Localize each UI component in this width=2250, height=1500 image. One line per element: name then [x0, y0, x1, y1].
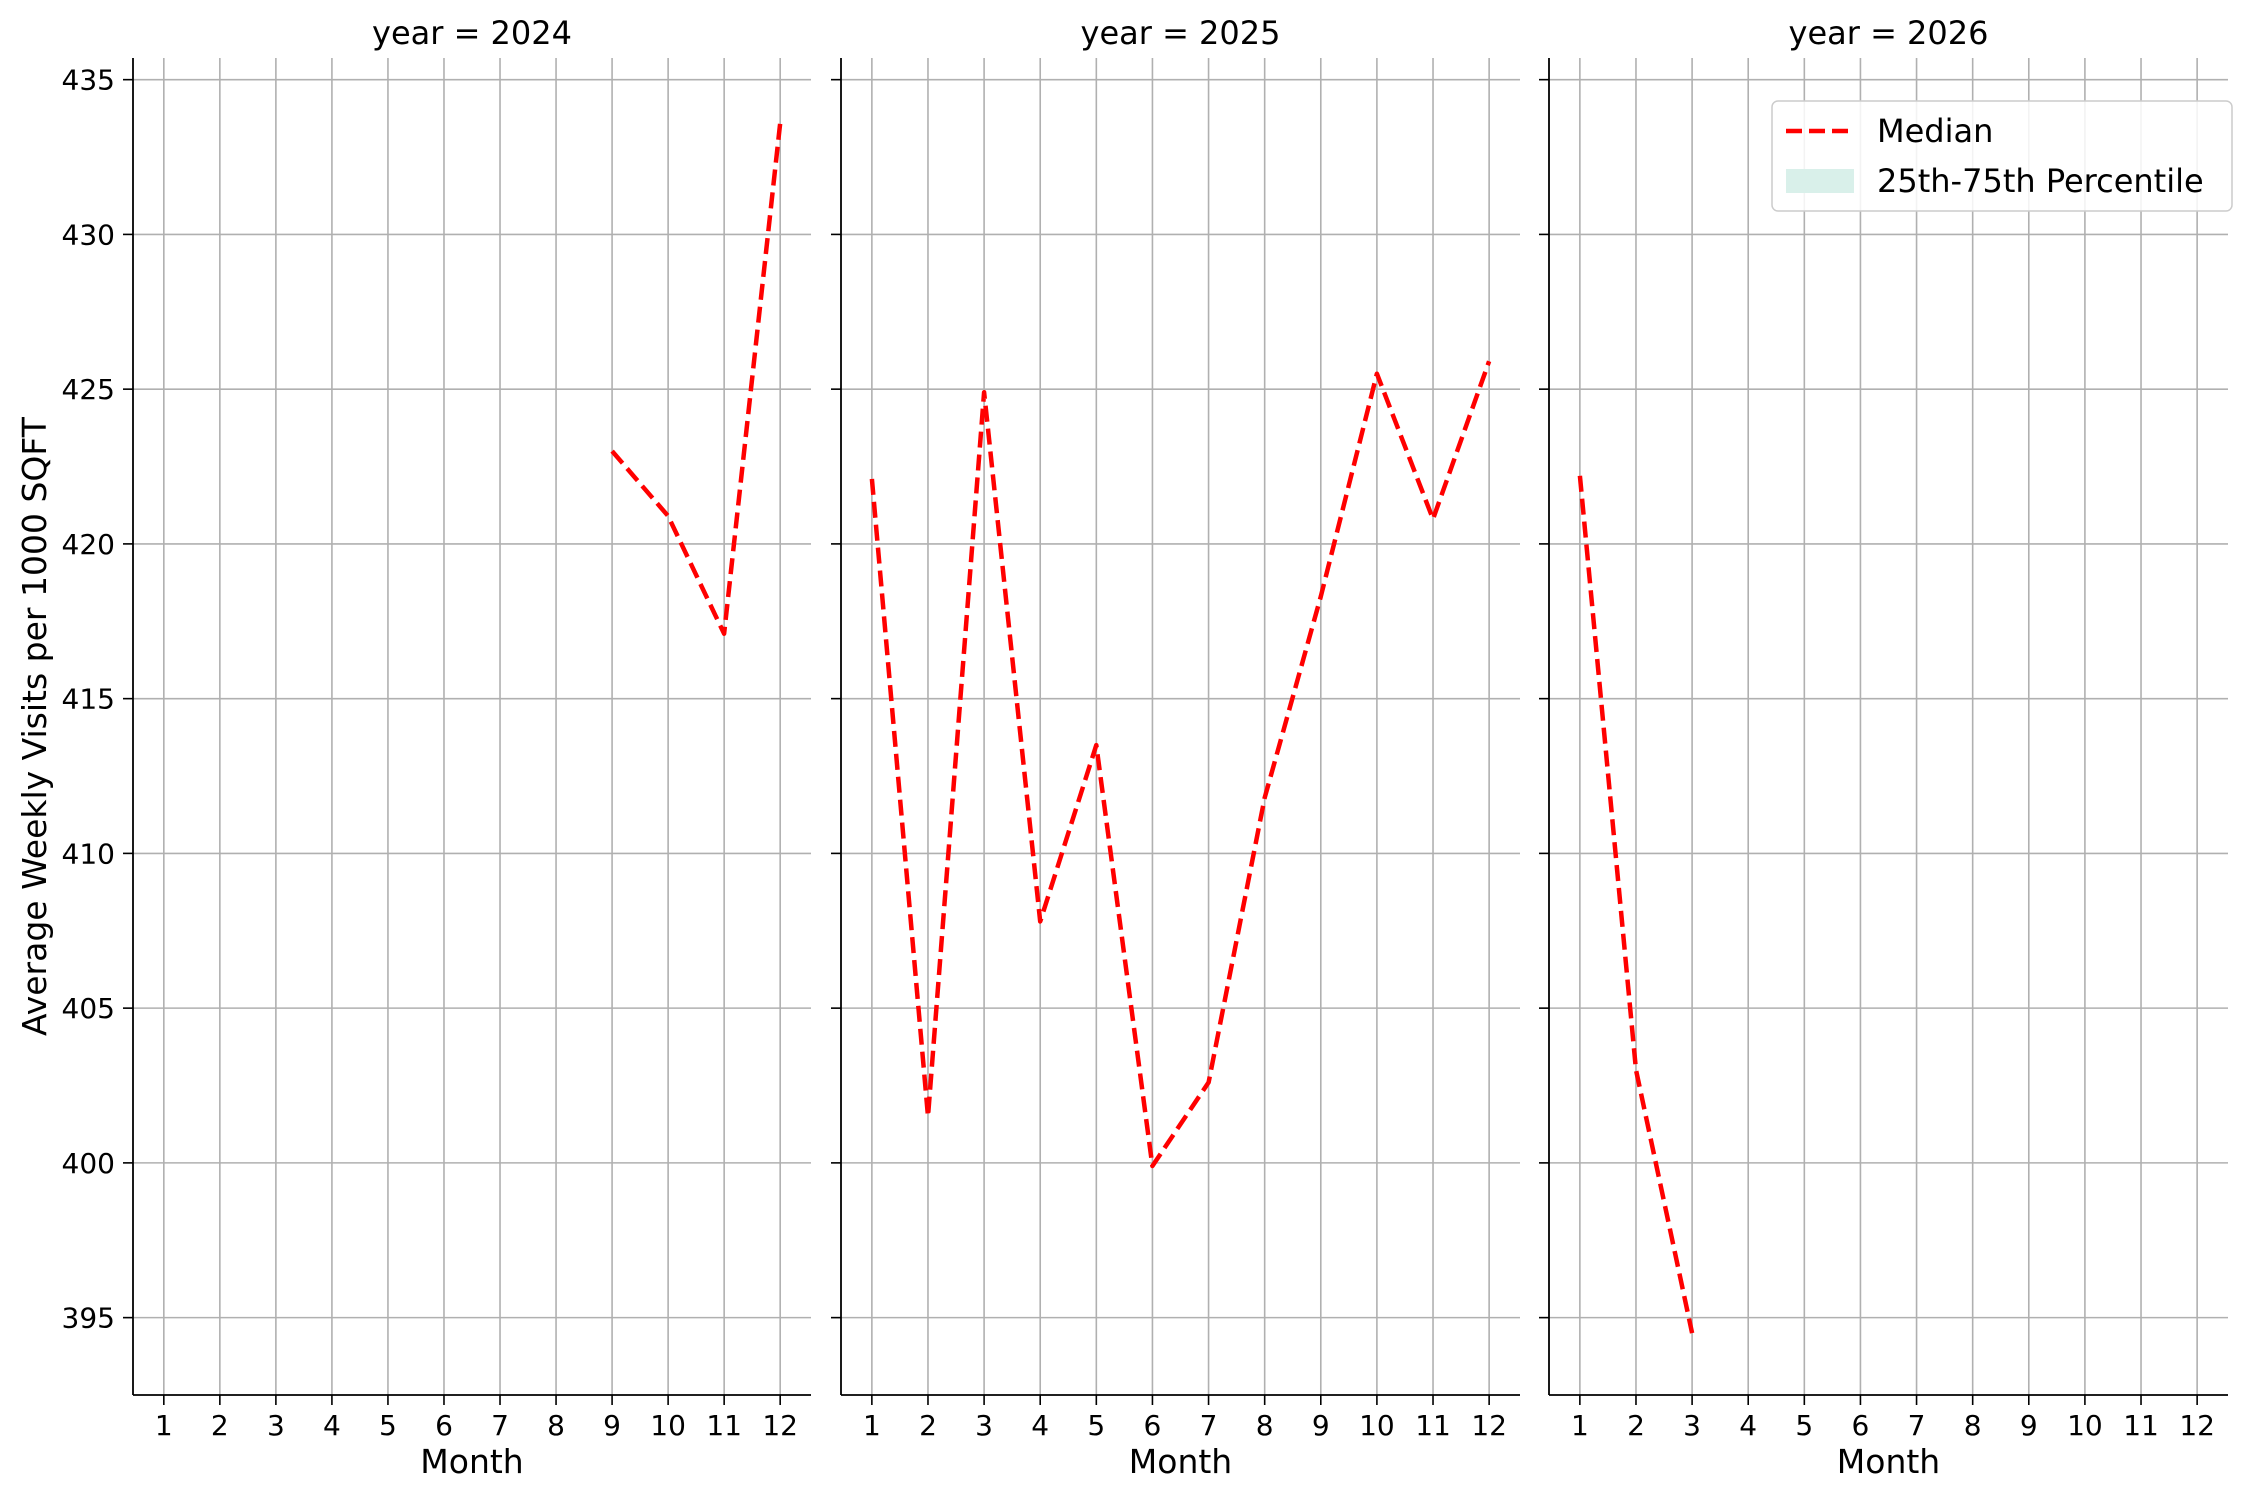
x-tick-label: 4 [1739, 1409, 1757, 1442]
legend-percentile-swatch [1786, 169, 1854, 193]
x-tick-label: 8 [1964, 1409, 1982, 1442]
x-tick-label: 3 [1683, 1409, 1701, 1442]
x-tick-label: 3 [267, 1409, 285, 1442]
x-tick-label: 12 [762, 1409, 798, 1442]
y-tick-label: 415 [62, 683, 115, 716]
x-tick-label: 10 [650, 1409, 686, 1442]
x-tick-label: 11 [2123, 1409, 2159, 1442]
panel-title: year = 2025 [1081, 14, 1281, 52]
x-axis-label: Month [1837, 1442, 1940, 1481]
legend-label: Median [1877, 112, 1993, 150]
x-tick-label: 11 [1415, 1409, 1451, 1442]
x-tick-label: 12 [1471, 1409, 1507, 1442]
x-tick-label: 4 [323, 1409, 341, 1442]
x-tick-label: 10 [1359, 1409, 1395, 1442]
x-tick-label: 6 [1852, 1409, 1870, 1442]
x-axis-label: Month [1129, 1442, 1232, 1481]
legend-label: 25th-75th Percentile [1877, 162, 2204, 200]
x-tick-label: 2 [919, 1409, 937, 1442]
x-tick-label: 8 [547, 1409, 565, 1442]
x-tick-label: 5 [379, 1409, 397, 1442]
median-line [1577, 475, 1695, 1334]
x-tick-label: 2 [1627, 1409, 1645, 1442]
y-axis-label: Average Weekly Visits per 1000 SQFT [15, 416, 54, 1036]
y-tick-label: 395 [62, 1302, 115, 1335]
x-tick-label: 1 [863, 1409, 881, 1442]
x-tick-label: 1 [155, 1409, 173, 1442]
x-axis-label: Month [420, 1442, 523, 1481]
x-tick-label: 12 [2179, 1409, 2215, 1442]
y-tick-label: 430 [62, 218, 115, 251]
x-tick-label: 5 [1795, 1409, 1813, 1442]
legend-box [1771, 100, 2233, 212]
x-tick-label: 6 [1144, 1409, 1162, 1442]
y-tick-label: 410 [62, 837, 115, 870]
x-tick-label: 9 [2020, 1409, 2038, 1442]
x-tick-label: 7 [491, 1409, 509, 1442]
median-line [610, 122, 783, 636]
panel-title: year = 2024 [372, 14, 572, 52]
x-tick-label: 1 [1571, 1409, 1589, 1442]
median-line [869, 360, 1492, 1169]
x-tick-label: 4 [1031, 1409, 1049, 1442]
x-tick-label: 10 [2067, 1409, 2103, 1442]
y-tick-label: 405 [62, 992, 115, 1025]
y-tick-label: 420 [62, 528, 115, 561]
x-tick-label: 7 [1200, 1409, 1218, 1442]
x-tick-label: 5 [1087, 1409, 1105, 1442]
y-tick-label: 435 [62, 64, 115, 97]
y-tick-label: 425 [62, 373, 115, 406]
x-tick-label: 9 [603, 1409, 621, 1442]
panel-title: year = 2026 [1789, 14, 1989, 52]
x-tick-label: 9 [1312, 1409, 1330, 1442]
x-tick-label: 8 [1256, 1409, 1274, 1442]
x-tick-label: 3 [975, 1409, 993, 1442]
y-tick-label: 400 [62, 1147, 115, 1180]
x-tick-label: 11 [706, 1409, 742, 1442]
x-tick-label: 6 [435, 1409, 453, 1442]
x-tick-label: 7 [1908, 1409, 1926, 1442]
legend: Median 25th-75th Percentile [1771, 100, 2233, 212]
x-tick-label: 2 [211, 1409, 229, 1442]
